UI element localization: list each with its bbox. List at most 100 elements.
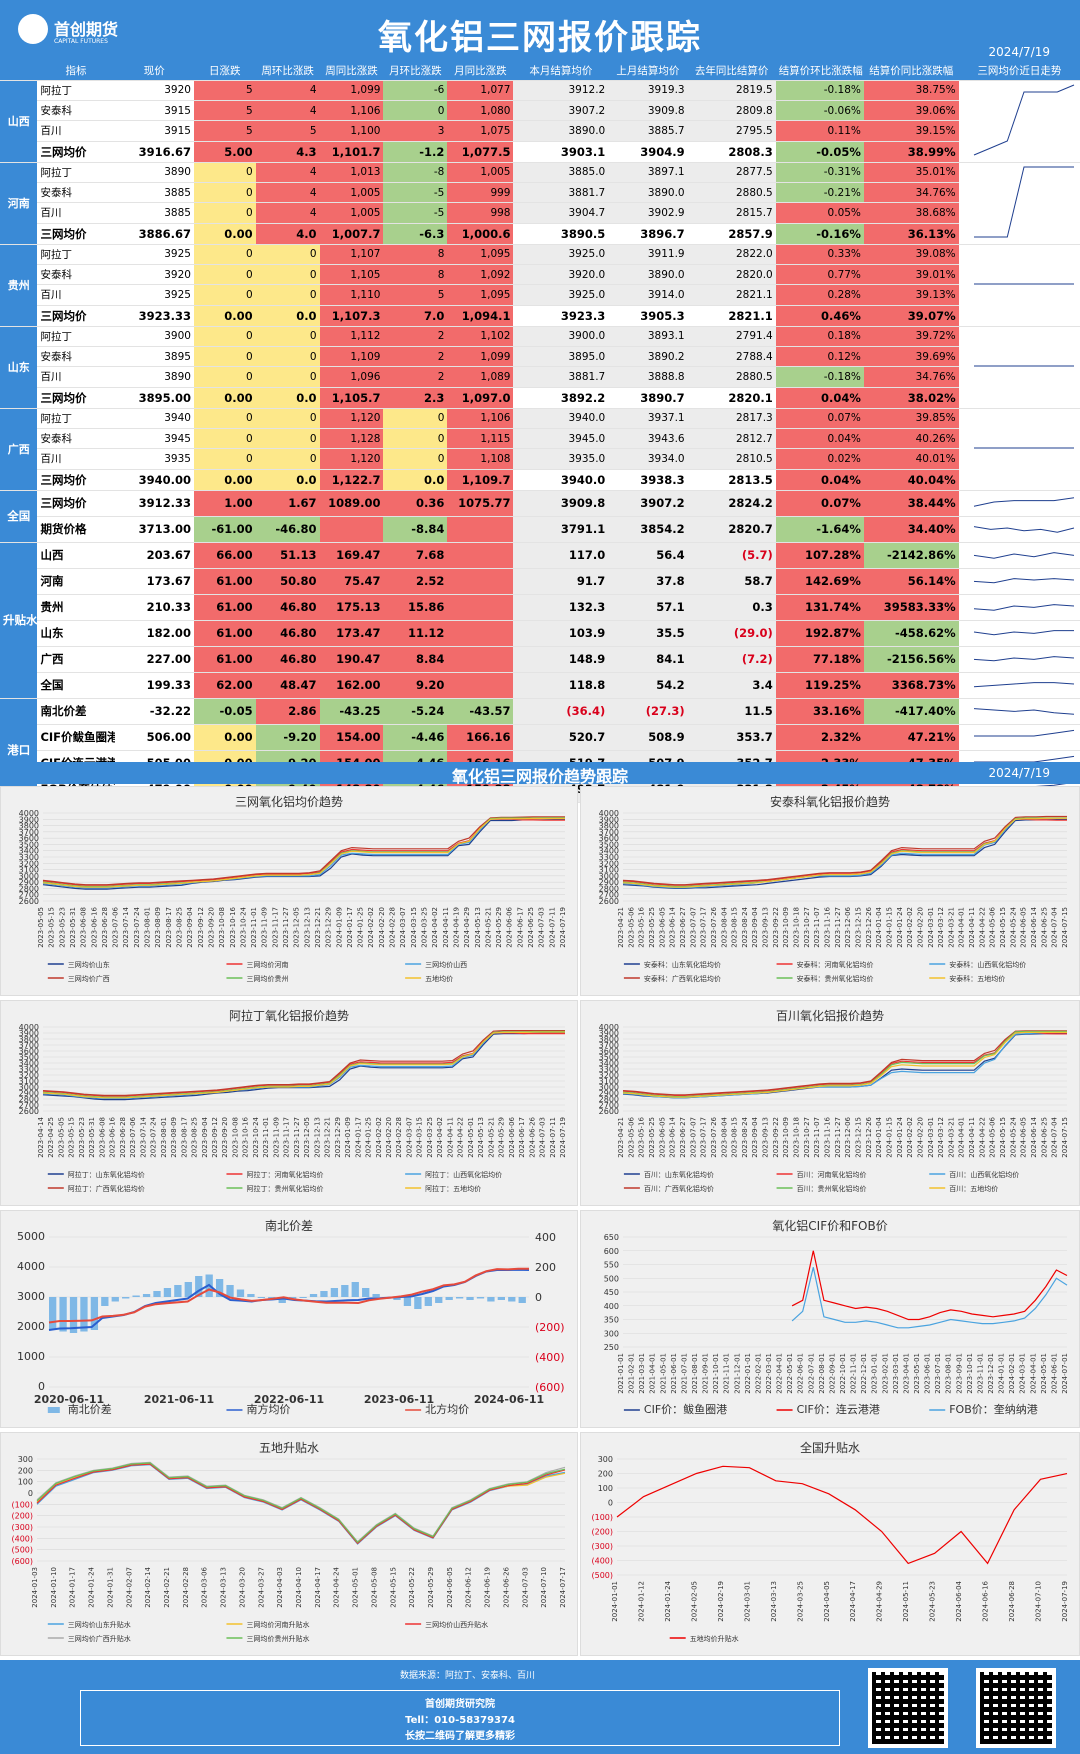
x-tick-label: 2024-06-06 — [508, 1116, 516, 1157]
y-tick-label: 2900 — [599, 1089, 619, 1098]
table-cell: -0.16% — [775, 223, 864, 245]
spread-bar — [236, 1289, 245, 1297]
x-tick-label: 2024-03-25 — [796, 1581, 804, 1622]
table-cell: 1,101.7 — [319, 141, 384, 163]
x-tick-label: 2024-04-02 — [431, 907, 439, 948]
x-tick-label: 2023-11-01 — [976, 1353, 984, 1394]
table-cell: 2 — [383, 326, 448, 347]
x-tick-label: 2023-06-27 — [679, 1117, 687, 1158]
table-cell: 3886.67 — [114, 223, 194, 245]
x-tick-label: 2024-05-29 — [427, 1567, 435, 1608]
x-tick-label: 2024-02-28 — [395, 1117, 403, 1158]
table-cell: 3893.1 — [608, 326, 688, 347]
y-tick-label: 2700 — [599, 891, 619, 900]
y-tick-label: 3800 — [19, 822, 39, 831]
table-cell: 1,100 — [319, 120, 384, 142]
table-cell: -0.06% — [775, 100, 864, 122]
table-cell: 1,075 — [447, 120, 514, 142]
x-tick-label: 2024-07-11 — [548, 907, 556, 948]
x-tick-label: 2023-11-09 — [261, 907, 269, 948]
x-tick-label: 2023-10-09 — [782, 907, 790, 948]
table-cell: -61.00 — [193, 516, 256, 543]
x-tick-label: 2021-02-01 — [628, 1353, 636, 1394]
table-cell: 0 — [193, 366, 256, 388]
x-tick-label: 2024-03-07 — [405, 1117, 413, 1158]
x-tick-label: 2024-07-19 — [559, 1117, 567, 1158]
x-tick-label: 2023-07-14 — [122, 906, 130, 947]
row-name: 阿拉丁 — [37, 162, 115, 183]
y-tick-label: (400) — [591, 1557, 613, 1566]
x-tick-label: 2023-05-31 — [88, 1117, 96, 1158]
table-cell: 1,122.7 — [319, 469, 384, 491]
x-tick-label: 2024-07-04 — [1051, 906, 1059, 947]
x-tick-label: 2024-04-02 — [436, 1117, 444, 1158]
x-tick-label: 2023-09-04 — [751, 906, 759, 947]
table-cell: 1,128 — [319, 428, 384, 450]
x-tick-label: 2023-11-09 — [272, 1117, 280, 1158]
x-tick-label: 2023-05-16 — [638, 906, 646, 947]
y-tick-label: 5000 — [17, 1230, 45, 1243]
page-date: 2024/7/19 — [988, 45, 1050, 59]
x-tick-label: 2023-04-21 — [617, 907, 625, 948]
sparkline — [958, 244, 1080, 327]
table-cell: 36.13% — [863, 223, 959, 245]
x-tick-label: 2024-05-21 — [487, 1117, 495, 1158]
table-cell: 0 — [255, 244, 320, 265]
table-cell: 0 — [255, 428, 320, 450]
sparkline — [958, 326, 1080, 409]
logo-en: CAPITAL FUTURES — [54, 38, 108, 45]
table-cell: 3791.1 — [513, 516, 609, 543]
table-cell: 46.80 — [255, 620, 320, 647]
x-tick-label: 2024-03-25 — [421, 907, 429, 948]
x-tick-label: 2024-06-26 — [502, 1566, 510, 1607]
x-tick-label: 2024-06-17 — [518, 1117, 526, 1158]
x-tick-label: 2023-07-26 — [710, 1116, 718, 1157]
table-cell: 3935 — [114, 448, 194, 470]
row-name: 河南 — [37, 568, 115, 595]
x-tick-label: 2024-07-11 — [549, 1117, 557, 1158]
x-tick-label: 2024-04-01 — [1029, 1353, 1037, 1394]
table-cell: 175.13 — [319, 594, 384, 621]
x-tick-label: 2023-12-15 — [854, 907, 862, 948]
series-line — [42, 817, 565, 888]
x-tick-label: 2024-05-24 — [1009, 1116, 1017, 1157]
x-tick-label: 2023-11-17 — [271, 907, 279, 948]
y-tick-label: 3900 — [599, 1029, 619, 1038]
x-tick-label: 2022-06-01 — [797, 1353, 805, 1394]
region-label: 山东 — [0, 326, 38, 409]
y-tick-label: 3000 — [19, 872, 39, 881]
table-cell: 40.26% — [863, 428, 959, 450]
x-tick-label: 2021-07-01 — [680, 1353, 688, 1394]
x-tick-label: 2024-02-20 — [385, 1117, 393, 1158]
table-cell: 1,110 — [319, 284, 384, 306]
spread-bar — [80, 1297, 88, 1332]
table-cell: 3368.73% — [863, 672, 959, 699]
spread-bar — [174, 1285, 182, 1297]
col-header: 月环比涨跌 — [383, 62, 448, 81]
chart-svg: 2600270028002900300031003200330034003500… — [19, 1023, 567, 1193]
table-cell: 0 — [193, 202, 256, 224]
x-tick-label: 2024-02-20 — [916, 907, 924, 948]
y-tick-label: 3300 — [19, 853, 39, 862]
table-cell: 2808.3 — [687, 141, 776, 163]
row-name: 全国 — [37, 672, 115, 699]
x-tick-label: 2024-01-17 — [354, 1117, 362, 1158]
x-tick-label: 2024-03-13 — [220, 1567, 228, 1608]
table-cell: 1,106 — [319, 100, 384, 122]
x-tick-label: 2022-10-01 — [839, 1353, 847, 1394]
spread-bar — [487, 1297, 495, 1302]
y-tick-label: 3700 — [599, 828, 619, 837]
qr-code-icon[interactable] — [868, 1668, 948, 1748]
y-tick-label: 0 — [38, 1380, 45, 1393]
x-tick-label: 2024-05-01 — [1040, 1353, 1048, 1394]
row-name: 三网均价 — [37, 141, 115, 163]
qr-code-icon-2[interactable] — [976, 1668, 1056, 1748]
x-tick-label: 2024-03-01 — [927, 1117, 935, 1158]
chart-title: 三网氧化铝均价趋势 — [234, 795, 343, 809]
table-cell: 0.0 — [255, 305, 320, 327]
table-cell: 0.02% — [775, 448, 864, 470]
row-name: 贵州 — [37, 594, 115, 621]
x-tick-label: 2023-10-24 — [252, 1116, 260, 1157]
x-tick-label: 2023-07-06 — [129, 1116, 137, 1157]
table-cell: 2817.3 — [687, 408, 776, 429]
